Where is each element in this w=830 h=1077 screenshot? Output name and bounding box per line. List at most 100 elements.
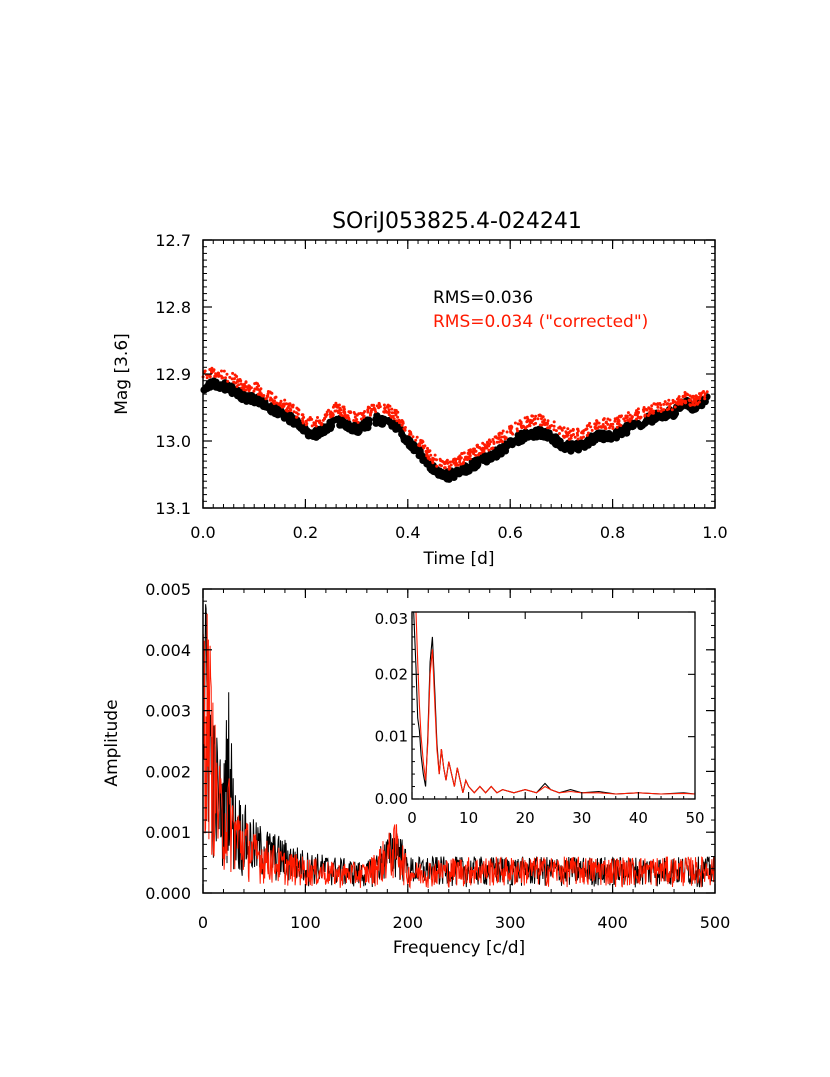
lightcurve-point-raw: [255, 398, 263, 406]
lightcurve-point-raw: [557, 442, 566, 450]
lightcurve-point-corrected: [613, 419, 617, 423]
inset-x-tick-label: 10: [459, 809, 478, 827]
lightcurve-point-corrected: [362, 414, 366, 418]
lightcurve-point-corrected: [643, 414, 647, 418]
lightcurve-point-corrected: [345, 414, 349, 418]
periodogram-x-ticks: 0 100 200 300 400 500: [198, 589, 730, 932]
lightcurve-x-tick-label: 0.8: [600, 523, 625, 542]
lightcurve-point-corrected: [294, 415, 298, 419]
lightcurve-point-corrected: [283, 398, 287, 402]
lightcurve-point-corrected: [703, 394, 707, 398]
lightcurve-point-corrected: [372, 403, 376, 407]
lightcurve-point-corrected: [692, 400, 696, 403]
inset-frame: [411, 611, 696, 800]
lightcurve-point-corrected: [531, 419, 534, 423]
lightcurve-point-corrected: [377, 402, 381, 406]
lightcurve-point-corrected: [454, 459, 458, 463]
lightcurve-point-corrected: [247, 384, 251, 388]
inset-marks: [413, 612, 695, 795]
lightcurve-series-corrected: [201, 366, 709, 471]
lightcurve-point-corrected: [238, 378, 242, 381]
lightcurve-point-corrected: [241, 383, 245, 387]
lightcurve-point-corrected: [509, 427, 513, 430]
lightcurve-point-raw: [514, 439, 523, 447]
lightcurve-point-corrected: [392, 417, 396, 421]
lightcurve-point-raw: [691, 405, 699, 413]
lightcurve-point-corrected: [589, 425, 593, 429]
periodogram-y-tick-label: 0.003: [145, 702, 191, 721]
lightcurve-point-corrected: [659, 410, 663, 413]
lightcurve-point-corrected: [593, 425, 597, 429]
lightcurve-point-corrected: [369, 412, 372, 416]
lightcurve-point-corrected: [483, 443, 487, 447]
lightcurve-point-raw: [336, 421, 344, 429]
lightcurve-point-corrected: [546, 426, 550, 430]
lightcurve-point-corrected: [534, 414, 538, 418]
lightcurve-point-corrected: [569, 429, 573, 433]
lightcurve-point-corrected: [261, 394, 265, 398]
lightcurve-point-corrected: [541, 415, 545, 419]
lightcurve-point-corrected: [208, 368, 212, 371]
lightcurve-point-corrected: [272, 402, 276, 406]
lightcurve-point-corrected: [361, 411, 365, 415]
lightcurve-point-corrected: [554, 429, 558, 433]
lightcurve-point-corrected: [650, 404, 654, 408]
lightcurve-point-corrected: [566, 433, 570, 437]
lightcurve-point-raw: [305, 432, 313, 440]
lightcurve-point-corrected: [615, 425, 619, 429]
lightcurve-point-corrected: [448, 460, 452, 464]
lightcurve-point-corrected: [645, 408, 649, 412]
lightcurve-marks: [200, 366, 711, 483]
lightcurve-point-raw: [591, 436, 600, 444]
lightcurve-point-corrected: [628, 419, 632, 423]
lightcurve-point-raw: [670, 412, 678, 420]
lightcurve-point-corrected: [396, 415, 400, 419]
rms-corrected-annotation: RMS=0.034 ("corrected"): [433, 312, 648, 332]
lightcurve-point-corrected: [366, 410, 370, 414]
lightcurve-point-raw: [354, 428, 362, 436]
periodogram-series-corrected: [203, 613, 715, 889]
lightcurve-point-corrected: [220, 369, 223, 373]
lightcurve-point-corrected: [295, 411, 298, 415]
lightcurve-point-raw: [583, 440, 591, 448]
lightcurve-point-corrected: [576, 427, 580, 431]
lightcurve-point-corrected: [687, 398, 691, 402]
lightcurve-point-corrected: [288, 407, 292, 411]
lightcurve-point-corrected: [347, 417, 351, 421]
lightcurve-point-corrected: [528, 424, 532, 428]
lightcurve-point-corrected: [462, 451, 466, 455]
lightcurve-point-corrected: [485, 441, 489, 445]
lightcurve-point-corrected: [329, 410, 333, 414]
lightcurve-point-corrected: [268, 398, 272, 402]
lightcurve-point-corrected: [516, 422, 520, 426]
lightcurve-point-corrected: [414, 438, 418, 442]
lightcurve-point-corrected: [403, 428, 407, 432]
lightcurve-point-corrected: [606, 422, 610, 426]
lightcurve-point-corrected: [352, 419, 356, 422]
lightcurve-y-tick-label: 13.1: [155, 499, 191, 518]
lightcurve-point-raw: [292, 417, 301, 425]
lightcurve-point-raw: [416, 447, 424, 455]
periodogram-x-tick-label: 0: [198, 913, 208, 932]
lightcurve-point-corrected: [417, 443, 421, 447]
lightcurve-point-corrected: [658, 402, 662, 405]
lightcurve-point-raw: [228, 389, 236, 398]
lightcurve-point-corrected: [601, 423, 605, 426]
lightcurve-point-corrected: [489, 440, 493, 444]
lightcurve-point-corrected: [222, 369, 226, 373]
lightcurve-point-corrected: [425, 452, 429, 455]
lightcurve-point-corrected: [225, 372, 229, 376]
lightcurve-point-corrected: [428, 458, 432, 462]
lightcurve-point-raw: [487, 450, 495, 458]
lightcurve-point-corrected: [334, 401, 338, 405]
lightcurve-point-corrected: [474, 453, 478, 457]
lightcurve-point-corrected: [431, 461, 435, 465]
lightcurve-point-corrected: [447, 467, 451, 471]
lightcurve-point-raw: [478, 453, 486, 461]
lightcurve-point-corrected: [509, 430, 513, 434]
lightcurve-point-corrected: [314, 419, 318, 423]
lightcurve-point-corrected: [603, 425, 607, 429]
lightcurve-point-corrected: [324, 415, 328, 418]
inset-x-tick-label: 50: [685, 809, 704, 827]
periodogram-frame: [202, 588, 716, 894]
